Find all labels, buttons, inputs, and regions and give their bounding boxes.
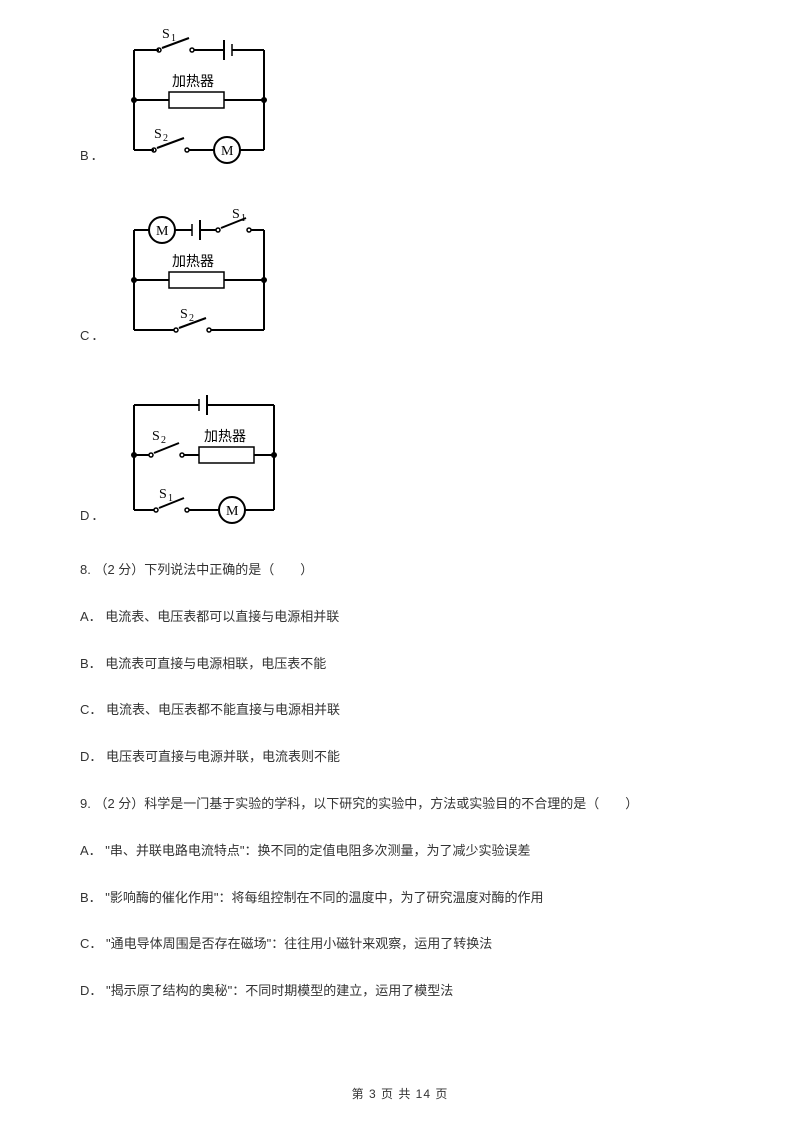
option-b-row: B． S 1 加热器 (80, 20, 720, 170)
svg-text:S: S (154, 127, 162, 142)
page-footer: 第 3 页 共 14 页 (0, 1085, 800, 1102)
svg-text:1: 1 (241, 213, 246, 224)
circuit-c: M S 1 加热器 S (114, 200, 284, 350)
q9-stem: 9. （2 分）科学是一门基于实验的学科，以下研究的实验中，方法或实验目的不合理… (80, 794, 720, 815)
q8-stem: 8. （2 分）下列说法中正确的是（ ） (80, 560, 720, 581)
circuit-b: S 1 加热器 M S 2 (114, 20, 284, 170)
q8-option-a: A． 电流表、电压表都可以直接与电源相并联 (80, 607, 720, 628)
q9-option-a: A． "串、并联电路电流特点"：换不同的定值电阻多次测量，为了减少实验误差 (80, 841, 720, 862)
svg-text:S: S (180, 307, 188, 322)
motor-label-c: M (156, 224, 169, 239)
q9-option-b: B． "影响酶的催化作用"：将每组控制在不同的温度中，为了研究温度对酶的作用 (80, 888, 720, 909)
q9-option-d: D． "揭示原了结构的奥秘"：不同时期模型的建立，运用了模型法 (80, 981, 720, 1002)
circuit-d: S 2 加热器 M S 1 (114, 380, 284, 530)
s1-label: S (162, 27, 170, 42)
svg-text:S: S (152, 429, 160, 444)
svg-text:2: 2 (163, 133, 168, 144)
option-c-row: C． M S 1 加热器 (80, 200, 720, 350)
heater-label-b: 加热器 (172, 74, 214, 90)
q8-option-b: B． 电流表可直接与电源相联，电压表不能 (80, 654, 720, 675)
svg-text:1: 1 (171, 33, 176, 44)
svg-text:S: S (232, 207, 240, 222)
svg-text:1: 1 (168, 493, 173, 504)
q8-option-d: D． 电压表可直接与电源并联，电流表则不能 (80, 747, 720, 768)
option-d-label: D． (80, 505, 106, 524)
option-b-label: B． (80, 145, 106, 164)
heater-label-c: 加热器 (172, 254, 214, 270)
option-d-row: D． S 2 加热器 (80, 380, 720, 530)
q9-option-c: C． "通电导体周围是否存在磁场"：往往用小磁针来观察，运用了转换法 (80, 934, 720, 955)
heater-label-d: 加热器 (204, 429, 246, 445)
svg-text:S: S (159, 487, 167, 502)
motor-label-d: M (226, 504, 239, 519)
motor-label-b: M (221, 144, 234, 159)
svg-text:2: 2 (161, 435, 166, 446)
svg-text:2: 2 (189, 313, 194, 324)
q8-option-c: C． 电流表、电压表都不能直接与电源相并联 (80, 700, 720, 721)
option-c-label: C． (80, 325, 106, 344)
